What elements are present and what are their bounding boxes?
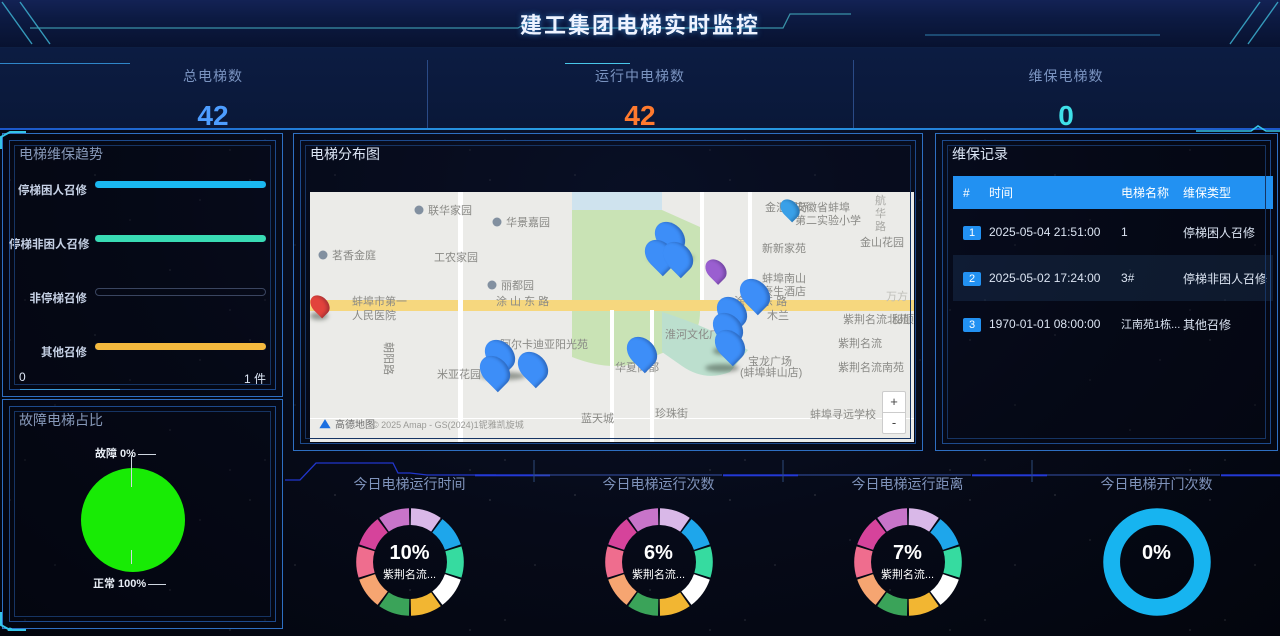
svg-text:华夏尚都: 华夏尚都 [615, 360, 659, 374]
svg-text:珍珠街: 珍珠街 [655, 406, 688, 420]
svg-text:联华家园: 联华家园 [428, 203, 472, 217]
svg-text:茗香金庭: 茗香金庭 [332, 248, 376, 262]
svg-text:和顺沁: 和顺沁 [892, 313, 914, 326]
svg-text:紫荆名流: 紫荆名流 [838, 336, 882, 350]
svg-text:航: 航 [875, 193, 886, 207]
svg-text:万方: 万方 [886, 289, 908, 303]
svg-text:华: 华 [875, 206, 886, 220]
svg-text:涂 山 东 路: 涂 山 东 路 [734, 294, 787, 308]
svg-text:蚌埠寻远学校: 蚌埠寻远学校 [810, 407, 876, 421]
svg-text:紫荆名流南苑: 紫荆名流南苑 [838, 360, 904, 374]
svg-text:第二实验小学: 第二实验小学 [795, 213, 861, 227]
svg-text:安徽省蚌埠: 安徽省蚌埠 [795, 200, 850, 214]
svg-text:淮河文化广: 淮河文化广 [665, 327, 720, 341]
svg-text:紫荆名流北苑: 紫荆名流北苑 [843, 312, 909, 326]
svg-text:金山花园: 金山花园 [860, 235, 904, 249]
svg-text:豪生酒店: 豪生酒店 [762, 284, 806, 298]
svg-text:涂 山 东 路: 涂 山 东 路 [496, 294, 549, 308]
svg-text:路: 路 [875, 220, 886, 233]
svg-text:(蚌埠蚌山店): (蚌埠蚌山店) [740, 365, 802, 379]
svg-text:木兰: 木兰 [767, 309, 789, 322]
svg-text:蚌埠市第一: 蚌埠市第一 [352, 294, 407, 308]
svg-text:金汇国际: 金汇国际 [765, 200, 809, 214]
svg-text:朝阳路: 朝阳路 [382, 342, 395, 375]
svg-text:蓝天城: 蓝天城 [581, 412, 614, 425]
svg-text:工农家园: 工农家园 [434, 250, 478, 264]
svg-text:丽都园: 丽都园 [501, 279, 534, 292]
svg-text:人民医院: 人民医院 [352, 308, 396, 322]
svg-text:阿尔卡迪亚阳光苑: 阿尔卡迪亚阳光苑 [500, 337, 588, 351]
svg-text:新新家苑: 新新家苑 [762, 241, 806, 255]
svg-text:米亚花园: 米亚花园 [437, 368, 481, 381]
svg-text:蚌埠南山: 蚌埠南山 [762, 271, 806, 285]
svg-text:华景嘉园: 华景嘉园 [506, 215, 550, 229]
svg-text:宝龙广场: 宝龙广场 [748, 354, 792, 368]
